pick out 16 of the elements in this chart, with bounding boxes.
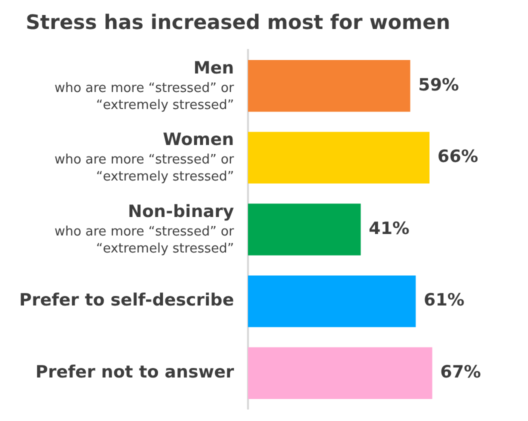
- chart-title: Stress has increased most for women: [26, 10, 450, 34]
- bar: [248, 204, 361, 256]
- y-tick-label: Women who are more “stressed” or “extremely stressed”: [54, 130, 235, 185]
- y-tick-label: Prefer to self-describe: [19, 290, 234, 311]
- bar: [248, 60, 410, 112]
- y-tick-label: Non-binary who are more “stressed” or “extremely stressed”: [54, 202, 235, 256]
- data-label: 59%: [418, 75, 459, 96]
- data-label: 41%: [368, 218, 410, 239]
- data-label: 66%: [438, 147, 478, 168]
- bar: [248, 347, 432, 399]
- data-label: 61%: [424, 290, 464, 311]
- y-tick-label: Men who are more “stressed” or “extremely stressed”: [54, 58, 235, 113]
- y-tick-label: Prefer not to answer: [36, 362, 235, 383]
- data-label: 67%: [440, 362, 481, 383]
- bar: [248, 132, 430, 184]
- bar: [248, 275, 416, 328]
